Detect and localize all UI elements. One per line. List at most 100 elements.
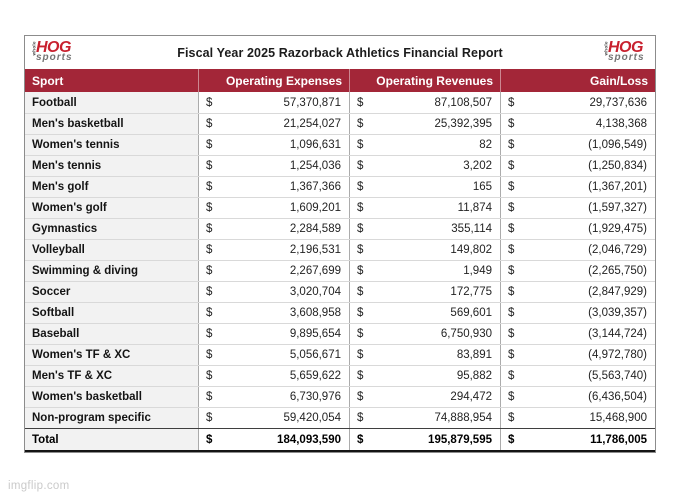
amount-value: 2,196,531 [289, 244, 341, 256]
table-row: Gymnastics $2,284,589 $355,114 $ (1,929,475) [25, 218, 655, 239]
revenues-cell: $1,949 [349, 261, 500, 281]
amount-value: 569,601 [450, 307, 492, 319]
amount-value: 1,609,201 [289, 202, 341, 214]
table-row: Men's TF & XC $5,659,622 $95,882 $ (5,563,74… [25, 365, 655, 386]
amount-value: 21,254,027 [283, 118, 341, 130]
sport-name: Baseball [25, 324, 198, 344]
currency-symbol: $ [508, 202, 515, 214]
currency-symbol: $ [508, 96, 515, 109]
amount-value: 95,882 [456, 370, 492, 382]
amount-value: 25,392,395 [434, 118, 492, 130]
revenues-cell: $172,775 [349, 282, 500, 302]
amount-value: 355,114 [451, 223, 492, 235]
sport-name: Women's golf [25, 198, 198, 218]
gain-loss-cell: $ (2,046,729) [500, 240, 655, 260]
currency-symbol: $ [206, 160, 213, 172]
amount-value: (3,144,724) [588, 328, 647, 340]
table-row: Women's basketball $6,730,976 $294,472 $ (6,… [25, 386, 655, 407]
expenses-cell: $9,895,654 [198, 324, 349, 344]
amount-value: (2,265,750) [588, 265, 647, 277]
logo-hog-text: HOG [608, 39, 643, 56]
wholehog-sports-logo-right: whole HOG sports [602, 39, 650, 66]
currency-symbol: $ [508, 370, 515, 382]
amount-value: 6,750,930 [440, 328, 492, 340]
amount-value: (3,039,357) [588, 307, 647, 319]
currency-symbol: $ [357, 96, 364, 109]
gain-loss-cell: $ (4,972,780) [500, 345, 655, 365]
table-row: Baseball $9,895,654 $6,750,930 $ (3,144,724) [25, 323, 655, 344]
amount-value: 1,254,036 [289, 160, 341, 172]
expenses-cell: $59,420,054 [198, 408, 349, 428]
sport-name: Swimming & diving [25, 261, 198, 281]
expenses-cell: $5,659,622 [198, 366, 349, 386]
amount-value: 1,096,631 [289, 139, 341, 151]
gain-loss-cell: $ (2,847,929) [500, 282, 655, 302]
gain-loss-cell: $ (1,367,201) [500, 177, 655, 197]
currency-symbol: $ [357, 244, 364, 256]
amount-value: 4,138,368 [595, 118, 647, 130]
currency-symbol: $ [206, 391, 213, 403]
amount-value: (2,046,729) [588, 244, 647, 256]
amount-value: 6,730,976 [289, 391, 341, 403]
sport-name: Softball [25, 303, 198, 323]
expenses-cell: $2,284,589 [198, 219, 349, 239]
column-header-operating-expenses: Operating Expenses [198, 69, 349, 92]
currency-symbol: $ [508, 223, 515, 235]
table-row: Swimming & diving $2,267,699 $1,949 $ (2,265… [25, 260, 655, 281]
amount-value: 5,659,622 [289, 370, 341, 382]
logo-hog-text: HOG [36, 39, 71, 56]
amount-value: 1,367,366 [289, 181, 341, 193]
amount-value: (1,597,327) [588, 202, 647, 214]
currency-symbol: $ [508, 160, 515, 172]
amount-value: 3,020,704 [289, 286, 341, 298]
revenues-cell: $11,874 [349, 198, 500, 218]
currency-symbol: $ [357, 181, 364, 193]
expenses-cell: $3,020,704 [198, 282, 349, 302]
amount-value: 2,284,589 [289, 223, 341, 235]
total-expenses-cell: $ 184,093,590 [198, 429, 349, 450]
amount-value: 165 [472, 181, 492, 193]
gain-loss-cell: $15,468,900 [500, 408, 655, 428]
table-body: Football $57,370,871 $87,108,507 $29,737,63… [25, 92, 655, 428]
sport-name: Gymnastics [25, 219, 198, 239]
table-row: Football $57,370,871 $87,108,507 $29,737,63… [25, 92, 655, 113]
total-gain-loss-cell: $ 11,786,005 [500, 429, 655, 450]
currency-symbol: $ [357, 265, 364, 277]
currency-symbol: $ [357, 139, 364, 151]
amount-value: 74,888,954 [434, 412, 492, 424]
table-row: Softball $3,608,958 $569,601 $ (3,039,357) [25, 302, 655, 323]
amount-value: (1,096,549) [588, 139, 647, 151]
revenues-cell: $294,472 [349, 387, 500, 407]
currency-symbol: $ [357, 349, 364, 361]
report-title: Fiscal Year 2025 Razorback Athletics Fin… [177, 45, 503, 60]
amount-value: 3,202 [463, 160, 492, 172]
amount-value: 184,093,590 [277, 433, 341, 446]
currency-symbol: $ [508, 349, 515, 361]
sport-name: Non-program specific [25, 408, 198, 428]
currency-symbol: $ [357, 391, 364, 403]
revenues-cell: $6,750,930 [349, 324, 500, 344]
gain-loss-cell: $ (6,436,504) [500, 387, 655, 407]
amount-value: 87,108,507 [434, 96, 492, 109]
sport-name: Men's TF & XC [25, 366, 198, 386]
amount-value: 172,775 [450, 286, 492, 298]
currency-symbol: $ [206, 412, 213, 424]
sport-name: Men's tennis [25, 156, 198, 176]
amount-value: 11,786,005 [590, 433, 647, 446]
gain-loss-cell: $4,138,368 [500, 114, 655, 134]
expenses-cell: $57,370,871 [198, 92, 349, 113]
amount-value: 9,895,654 [289, 328, 341, 340]
sport-name: Men's basketball [25, 114, 198, 134]
revenues-cell: $83,891 [349, 345, 500, 365]
currency-symbol: $ [508, 307, 515, 319]
amount-value: 2,267,699 [289, 265, 341, 277]
amount-value: (2,847,929) [588, 286, 647, 298]
currency-symbol: $ [508, 328, 515, 340]
sport-name: Men's golf [25, 177, 198, 197]
currency-symbol: $ [206, 96, 213, 109]
currency-symbol: $ [206, 223, 213, 235]
amount-value: 29,737,636 [589, 96, 647, 109]
table-row: Men's tennis $1,254,036 $3,202 $ (1,250,834) [25, 155, 655, 176]
amount-value: 83,891 [456, 349, 492, 361]
currency-symbol: $ [206, 286, 213, 298]
